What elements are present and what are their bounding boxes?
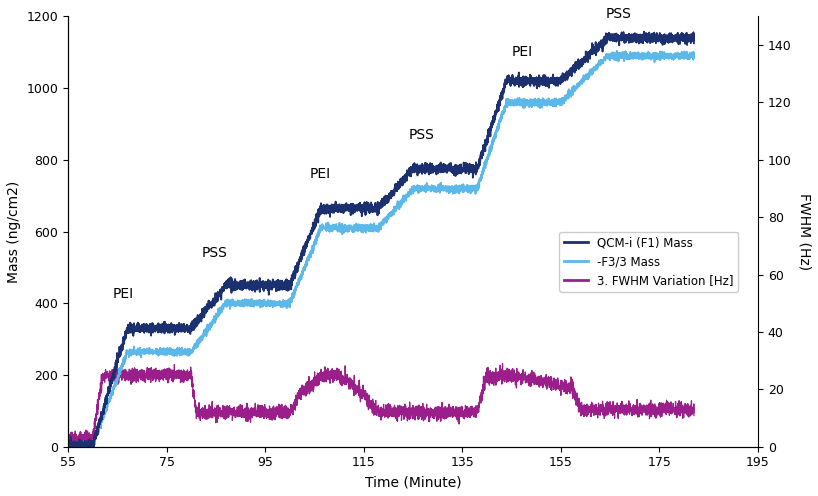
Text: PEI: PEI <box>511 45 533 59</box>
Text: PSS: PSS <box>408 128 434 142</box>
Text: PEI: PEI <box>309 168 330 182</box>
Legend: QCM-i (F1) Mass, -F3/3 Mass, 3. FWHM Variation [Hz]: QCM-i (F1) Mass, -F3/3 Mass, 3. FWHM Var… <box>560 232 739 292</box>
Y-axis label: Mass (ng/cm2): Mass (ng/cm2) <box>7 181 21 283</box>
Text: PSS: PSS <box>201 246 227 260</box>
Text: PEI: PEI <box>112 287 133 301</box>
Text: PSS: PSS <box>605 7 631 21</box>
X-axis label: Time (Minute): Time (Minute) <box>365 475 461 489</box>
Y-axis label: FWHM (Hz): FWHM (Hz) <box>797 193 811 270</box>
